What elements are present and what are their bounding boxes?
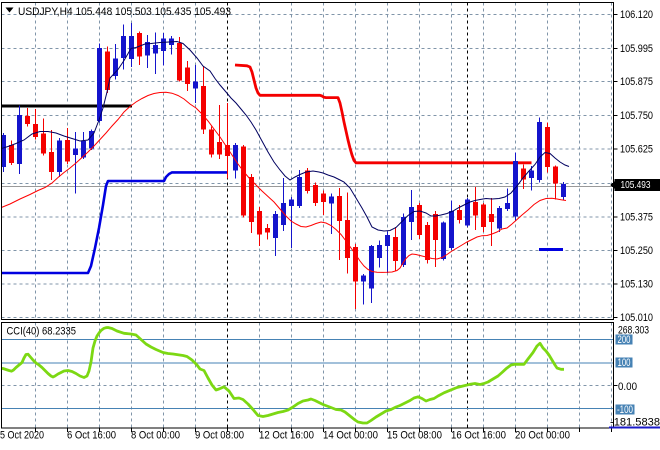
- svg-text:105.493: 105.493: [621, 179, 651, 191]
- svg-text:USDJPY,H4 105.448 105.503 105.: USDJPY,H4 105.448 105.503 105.435 105.49…: [18, 6, 231, 18]
- svg-text:268.303: 268.303: [618, 325, 649, 337]
- svg-text:14 Oct 00:00: 14 Oct 00:00: [323, 430, 378, 442]
- svg-text:12 Oct 16:00: 12 Oct 16:00: [259, 430, 314, 442]
- svg-text:-181.5838: -181.5838: [610, 417, 660, 429]
- svg-text:CCI(40) 68.2335: CCI(40) 68.2335: [7, 326, 77, 338]
- svg-text:105.750: 105.750: [620, 110, 653, 122]
- svg-text:16 Oct 16:00: 16 Oct 16:00: [451, 430, 506, 442]
- svg-text:6 Oct 16:00: 6 Oct 16:00: [67, 430, 116, 442]
- svg-text:8 Oct 00:00: 8 Oct 00:00: [131, 430, 180, 442]
- svg-text:9 Oct 08:00: 9 Oct 08:00: [195, 430, 244, 442]
- svg-text:0.00: 0.00: [618, 381, 637, 393]
- svg-text:106.120: 106.120: [620, 9, 653, 21]
- svg-text:105.250: 105.250: [620, 245, 653, 257]
- svg-text:100: 100: [618, 357, 631, 369]
- svg-text:105.130: 105.130: [620, 279, 653, 291]
- svg-text:-100: -100: [617, 404, 633, 416]
- svg-text:105.375: 105.375: [620, 212, 653, 224]
- svg-text:5 Oct 2020: 5 Oct 2020: [0, 430, 44, 442]
- svg-text:105.625: 105.625: [620, 144, 653, 156]
- svg-text:20 Oct 00:00: 20 Oct 00:00: [515, 430, 570, 442]
- svg-text:105.875: 105.875: [620, 76, 653, 88]
- svg-text:105.995: 105.995: [620, 43, 653, 55]
- svg-text:105.010: 105.010: [620, 312, 653, 324]
- svg-text:15 Oct 08:00: 15 Oct 08:00: [387, 430, 442, 442]
- svg-text:200: 200: [618, 334, 631, 346]
